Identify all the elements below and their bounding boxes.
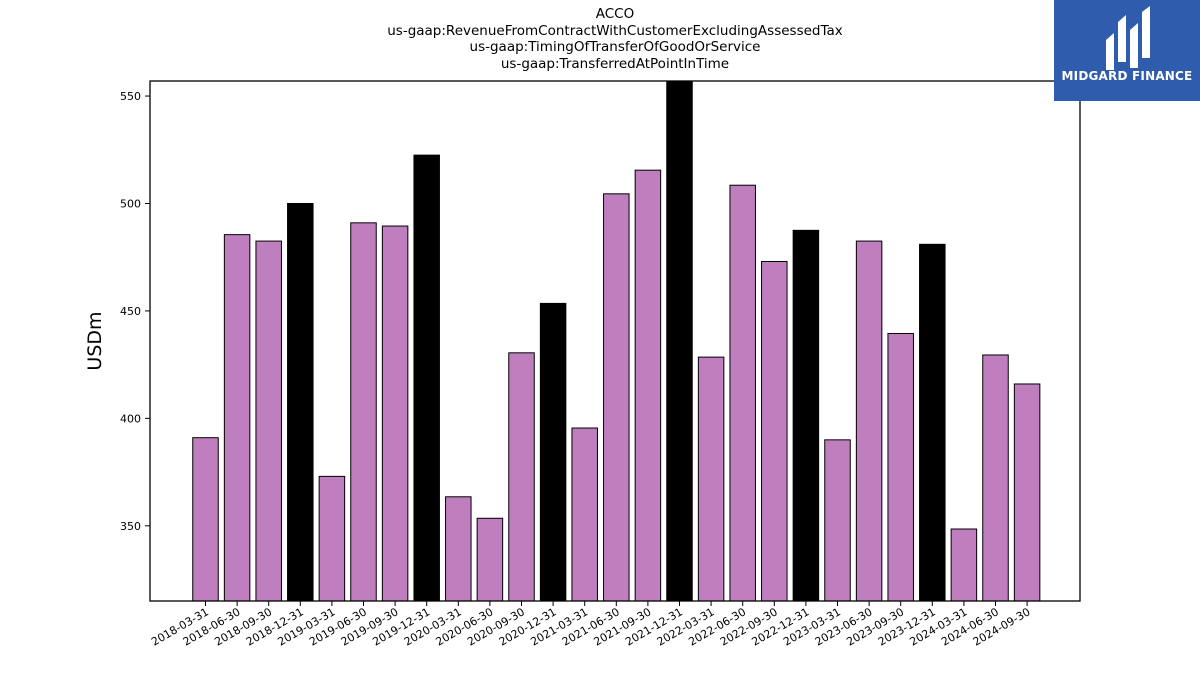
bar — [982, 354, 1009, 602]
bar — [919, 243, 946, 602]
bar — [223, 234, 251, 602]
chart-title-line: us-gaap:RevenueFromContractWithCustomerE… — [387, 22, 843, 39]
bar — [287, 202, 314, 602]
bar — [318, 475, 346, 602]
y-tick-label: 450 — [120, 305, 141, 318]
midgard-logo-icon — [1106, 6, 1150, 70]
bar — [887, 332, 914, 602]
bar — [571, 427, 598, 602]
bar — [1013, 383, 1041, 602]
bar — [603, 193, 630, 602]
bar — [697, 356, 725, 602]
brand-logo: MIDGARD FINANCE — [1054, 0, 1200, 101]
bar — [476, 517, 504, 602]
bar — [634, 169, 662, 602]
chart-title-line: us-gaap:TransferredAtPointInTime — [500, 55, 730, 72]
y-tick-label: 500 — [120, 197, 141, 210]
bar — [381, 225, 409, 602]
bar — [792, 229, 820, 602]
chart-title-line: us-gaap:TimingOfTransferOfGoodOrService — [469, 39, 761, 55]
y-tick-label: 550 — [120, 90, 141, 103]
y-axis-label: USDm — [84, 311, 106, 370]
chart-title-line: ACCO — [595, 6, 635, 22]
y-tick-label: 350 — [120, 520, 141, 533]
bar — [445, 496, 472, 602]
chart-title: ACCO us-gaap:RevenueFromContractWithCust… — [150, 6, 1080, 72]
bar — [350, 222, 377, 602]
bar — [192, 437, 219, 602]
bar — [666, 80, 693, 602]
bar — [855, 240, 883, 602]
bar — [255, 240, 282, 602]
bar — [824, 439, 851, 602]
bar — [413, 154, 440, 602]
bar — [539, 302, 567, 602]
logo-text: MIDGARD FINANCE — [1061, 69, 1193, 83]
y-tick-label: 400 — [120, 412, 141, 425]
bar — [761, 260, 788, 602]
bar — [950, 528, 978, 602]
plot-frame — [149, 80, 1081, 602]
bar — [508, 352, 535, 602]
bar — [729, 184, 756, 602]
